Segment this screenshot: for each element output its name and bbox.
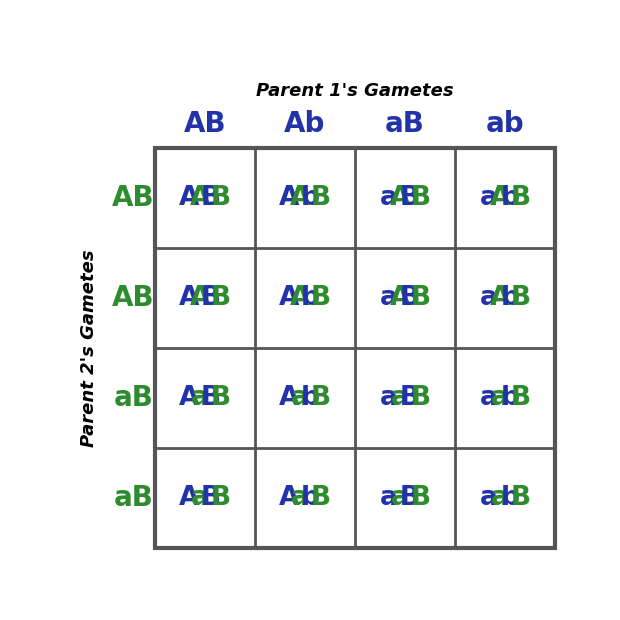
Text: A: A: [179, 285, 200, 311]
Text: a: a: [391, 385, 409, 411]
Text: aB: aB: [113, 484, 153, 512]
Text: a: a: [480, 285, 498, 311]
Text: b: b: [301, 185, 320, 211]
Text: B: B: [410, 185, 431, 211]
Text: a: a: [291, 385, 309, 411]
Text: b: b: [301, 285, 320, 311]
Text: a: a: [380, 185, 398, 211]
Text: B: B: [200, 485, 220, 511]
Text: A: A: [389, 285, 410, 311]
Text: B: B: [510, 485, 531, 511]
Text: B: B: [510, 185, 531, 211]
Text: a: a: [480, 185, 498, 211]
Text: a: a: [491, 485, 508, 511]
Text: A: A: [490, 285, 510, 311]
Text: Parent 1's Gametes: Parent 1's Gametes: [256, 82, 454, 100]
Text: B: B: [200, 285, 220, 311]
Text: B: B: [311, 385, 330, 411]
Text: B: B: [400, 485, 420, 511]
Text: B: B: [211, 485, 231, 511]
Text: B: B: [311, 285, 330, 311]
Text: A: A: [389, 185, 410, 211]
Text: B: B: [400, 285, 420, 311]
Text: A: A: [190, 185, 210, 211]
Text: AB: AB: [112, 184, 154, 211]
Text: a: a: [380, 485, 398, 511]
Text: b: b: [501, 485, 520, 511]
Text: B: B: [410, 285, 431, 311]
Text: A: A: [279, 185, 299, 211]
Text: B: B: [211, 385, 231, 411]
Text: B: B: [410, 385, 431, 411]
Text: A: A: [279, 485, 299, 511]
Text: aB: aB: [113, 384, 153, 412]
Text: B: B: [510, 285, 531, 311]
Text: Parent 2's Gametes: Parent 2's Gametes: [80, 249, 98, 446]
Text: A: A: [279, 285, 299, 311]
Text: B: B: [200, 185, 220, 211]
Text: A: A: [179, 185, 200, 211]
Text: A: A: [279, 385, 299, 411]
Text: A: A: [179, 485, 200, 511]
Text: B: B: [410, 485, 431, 511]
Bar: [155, 148, 555, 548]
Text: AB: AB: [184, 110, 226, 138]
Text: a: a: [380, 385, 398, 411]
Text: A: A: [290, 285, 310, 311]
Text: A: A: [290, 185, 310, 211]
Text: B: B: [311, 485, 330, 511]
Text: A: A: [179, 385, 200, 411]
Text: a: a: [480, 385, 498, 411]
Text: b: b: [501, 185, 520, 211]
Text: a: a: [191, 485, 209, 511]
Text: ab: ab: [485, 110, 525, 138]
Text: A: A: [190, 285, 210, 311]
Text: aB: aB: [385, 110, 425, 138]
Text: A: A: [490, 185, 510, 211]
Text: b: b: [501, 385, 520, 411]
Text: a: a: [391, 485, 409, 511]
Text: B: B: [211, 285, 231, 311]
Text: b: b: [301, 385, 320, 411]
Text: a: a: [480, 485, 498, 511]
Text: B: B: [311, 185, 330, 211]
Text: B: B: [400, 185, 420, 211]
Text: B: B: [200, 385, 220, 411]
Text: Ab: Ab: [285, 110, 326, 138]
Text: AB: AB: [112, 284, 154, 312]
Text: b: b: [501, 285, 520, 311]
Text: b: b: [301, 485, 320, 511]
Text: a: a: [491, 385, 508, 411]
Text: a: a: [291, 485, 309, 511]
Text: B: B: [211, 185, 231, 211]
Text: a: a: [380, 285, 398, 311]
Text: B: B: [510, 385, 531, 411]
Text: a: a: [191, 385, 209, 411]
Text: B: B: [400, 385, 420, 411]
